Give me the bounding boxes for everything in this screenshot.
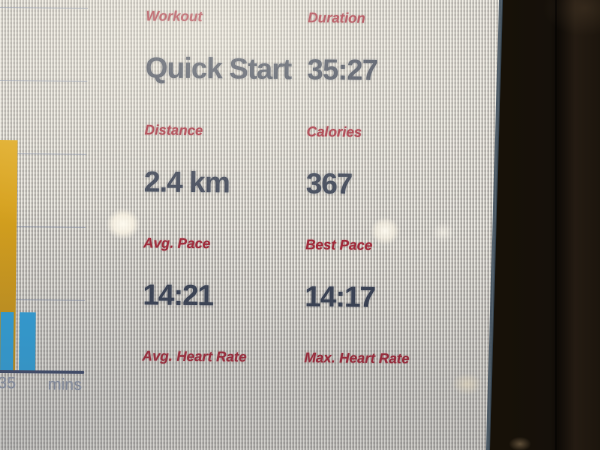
stat-label: Best Pace — [305, 236, 373, 253]
stat-value — [142, 392, 312, 394]
chart-bar-blue-1 — [0, 312, 14, 372]
stat-label: Calories — [306, 123, 362, 140]
stat-value: Quick Start — [145, 52, 292, 87]
stat-avg-heart-rate: Avg. Heart Rate — [142, 348, 312, 394]
stat-label: Avg. Pace — [143, 234, 211, 252]
gridline — [0, 79, 88, 82]
stat-max-heart-rate: Max. Heart Rate — [304, 349, 474, 395]
bezel-seam — [555, 0, 557, 450]
x-tick-label: 35 — [0, 375, 16, 393]
x-axis-line — [0, 369, 85, 374]
stat-calories: Calories 367 — [306, 123, 477, 203]
gridline — [0, 6, 88, 9]
chart-bar-blue-2 — [19, 312, 36, 372]
glare-reflection — [506, 435, 534, 450]
stat-value: 14:17 — [304, 281, 376, 314]
stat-label: Duration — [307, 9, 366, 26]
x-axis-labels: 35 mins — [0, 375, 96, 398]
stat-label: Workout — [145, 7, 203, 25]
stat-label: Avg. Heart Rate — [142, 347, 247, 365]
stat-duration: Duration 35:27 — [307, 9, 478, 89]
workout-chart — [0, 6, 100, 374]
stat-label: Max. Heart Rate — [304, 349, 410, 367]
stat-value: 367 — [305, 168, 353, 201]
stat-value — [304, 393, 474, 395]
stat-value: 35:27 — [307, 54, 378, 87]
stat-value: 2.4 km — [143, 166, 230, 200]
stat-workout: Workout Quick Start — [145, 8, 316, 88]
stat-label: Distance — [144, 121, 204, 139]
x-axis-unit-label: mins — [47, 376, 82, 394]
stat-distance: Distance 2.4 km — [144, 122, 315, 202]
stat-value: 14:21 — [142, 279, 214, 313]
stat-best-pace: Best Pace 14:17 — [305, 236, 476, 316]
stat-avg-pace: Avg. Pace 14:21 — [143, 235, 314, 315]
